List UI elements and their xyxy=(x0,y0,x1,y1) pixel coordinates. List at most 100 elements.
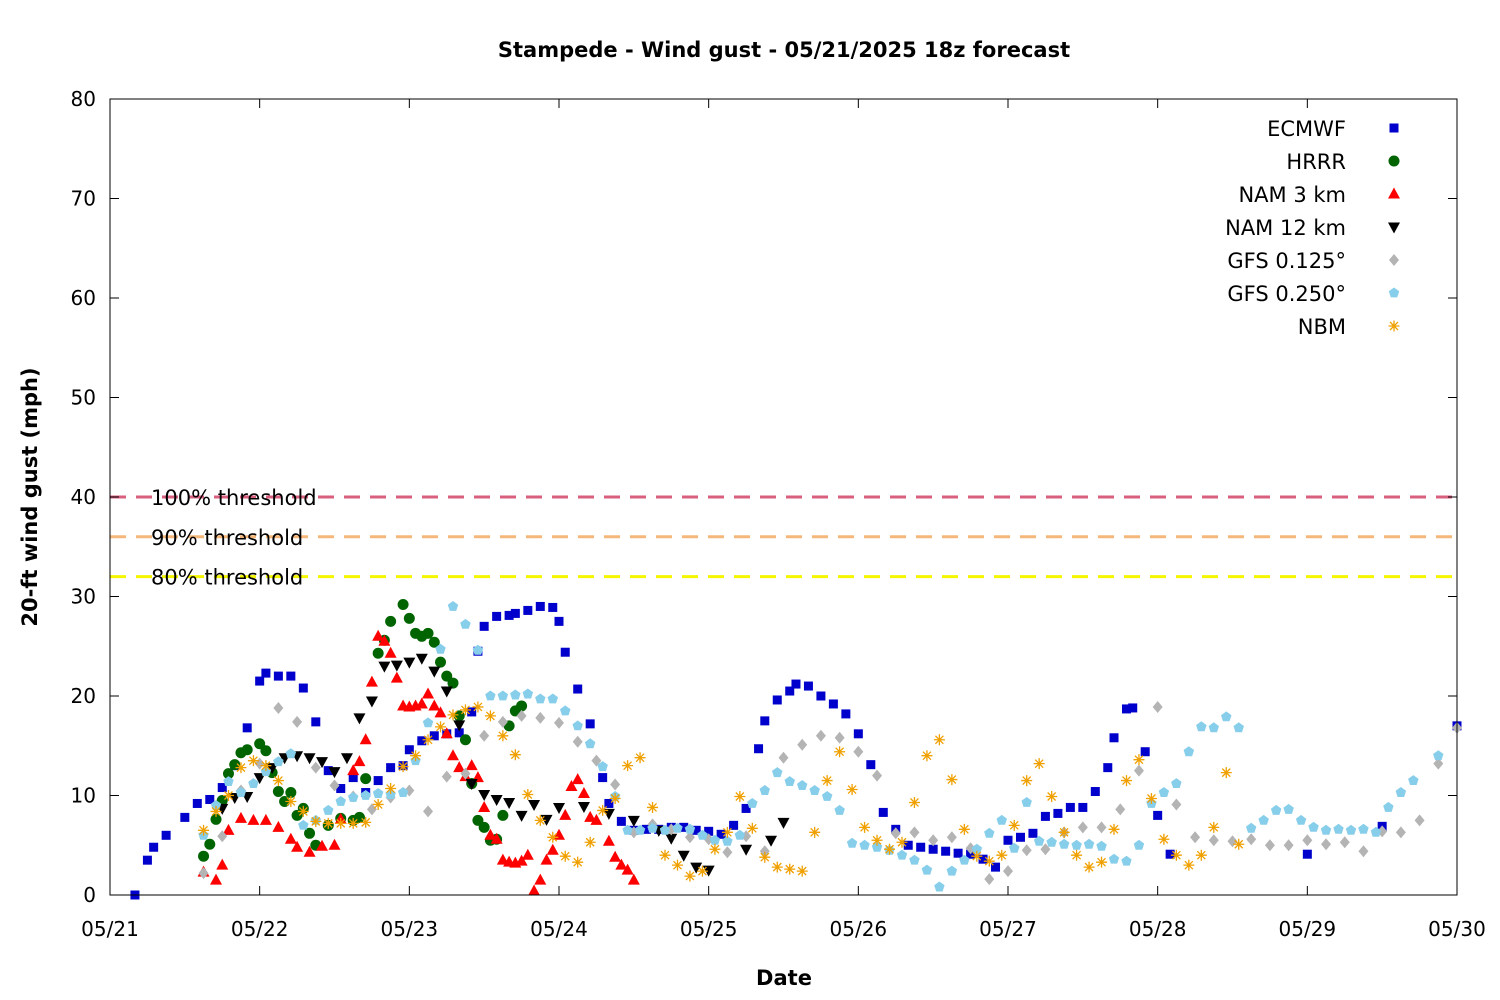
data-point xyxy=(1153,810,1163,820)
data-point xyxy=(1221,711,1232,722)
data-point xyxy=(1120,775,1132,787)
data-point xyxy=(1383,801,1394,812)
data-point xyxy=(691,825,701,835)
data-point xyxy=(322,817,334,829)
data-point xyxy=(1320,824,1332,835)
data-point xyxy=(647,822,658,833)
data-point xyxy=(554,616,564,626)
data-point xyxy=(1295,814,1307,825)
data-point xyxy=(360,773,372,785)
data-point xyxy=(765,835,778,847)
data-point xyxy=(372,788,384,798)
data-point xyxy=(497,715,508,728)
data-point xyxy=(417,736,427,746)
threshold-label: 80% threshold xyxy=(151,566,303,590)
data-point xyxy=(616,816,626,826)
data-point xyxy=(435,643,446,654)
data-point xyxy=(378,634,391,646)
data-point xyxy=(1158,787,1170,797)
data-point xyxy=(521,848,534,860)
data-point xyxy=(1370,826,1382,837)
data-point xyxy=(234,811,247,823)
data-point xyxy=(241,744,253,756)
data-point xyxy=(1208,834,1219,847)
y-axis-label: 20-ft wind gust (mph) xyxy=(18,367,42,626)
data-point xyxy=(1408,775,1419,785)
data-point xyxy=(559,808,572,820)
data-point xyxy=(797,780,808,790)
data-point xyxy=(428,699,441,711)
data-point xyxy=(771,861,783,873)
data-point xyxy=(472,701,484,713)
data-point xyxy=(204,838,216,850)
data-point xyxy=(1078,802,1088,812)
data-point xyxy=(304,827,316,839)
data-point xyxy=(946,774,958,786)
data-point xyxy=(472,644,484,655)
data-point xyxy=(602,834,615,846)
data-point xyxy=(946,831,957,844)
data-point xyxy=(540,853,553,865)
data-point xyxy=(428,636,440,648)
data-point xyxy=(328,767,341,779)
data-point xyxy=(746,822,758,834)
data-point xyxy=(1133,764,1144,777)
y-tick-label: 50 xyxy=(71,386,96,410)
data-point xyxy=(291,840,304,852)
data-point xyxy=(722,846,733,859)
data-point xyxy=(859,821,871,833)
data-point xyxy=(447,677,459,689)
data-point xyxy=(303,753,316,765)
data-point xyxy=(328,838,341,850)
data-point xyxy=(205,794,215,804)
data-point xyxy=(217,830,228,843)
data-point xyxy=(435,656,447,668)
data-point xyxy=(1108,823,1120,835)
data-point xyxy=(1021,775,1033,787)
data-point xyxy=(622,760,634,772)
data-point xyxy=(622,824,633,835)
data-point xyxy=(547,693,558,704)
data-point xyxy=(1302,849,1312,859)
x-tick-label: 05/30 xyxy=(1428,917,1486,941)
data-point xyxy=(440,727,453,739)
data-point xyxy=(672,822,683,833)
data-point xyxy=(866,760,876,770)
data-point xyxy=(465,759,478,771)
data-point xyxy=(690,862,703,874)
data-point xyxy=(777,817,790,829)
data-point xyxy=(385,615,397,627)
data-point xyxy=(878,807,888,817)
data-point xyxy=(1033,835,1045,846)
legend-marker xyxy=(1389,254,1399,266)
data-point xyxy=(1015,832,1025,842)
data-point xyxy=(1040,843,1051,856)
data-point xyxy=(1358,845,1369,858)
data-point xyxy=(479,621,489,631)
data-point xyxy=(323,766,333,776)
data-point xyxy=(210,873,223,885)
data-point xyxy=(510,689,521,700)
data-point xyxy=(647,801,659,813)
data-point xyxy=(222,768,234,780)
data-point xyxy=(1121,855,1132,866)
data-point xyxy=(598,773,608,783)
data-point xyxy=(1096,840,1107,851)
legend-label: NAM 12 km xyxy=(1225,216,1346,240)
data-point xyxy=(1053,808,1063,818)
series-0 xyxy=(130,601,1462,900)
data-point xyxy=(535,601,545,611)
data-point xyxy=(1246,822,1257,833)
data-point xyxy=(933,734,945,746)
threshold-label: 90% threshold xyxy=(151,526,303,550)
data-point xyxy=(459,704,471,716)
data-point xyxy=(422,687,435,699)
data-point xyxy=(490,794,503,806)
data-point xyxy=(759,785,770,795)
data-point xyxy=(366,803,377,816)
threshold-label: 100% threshold xyxy=(151,486,317,510)
x-tick-label: 05/27 xyxy=(979,917,1037,941)
data-point xyxy=(1208,722,1219,733)
data-point xyxy=(784,776,795,786)
